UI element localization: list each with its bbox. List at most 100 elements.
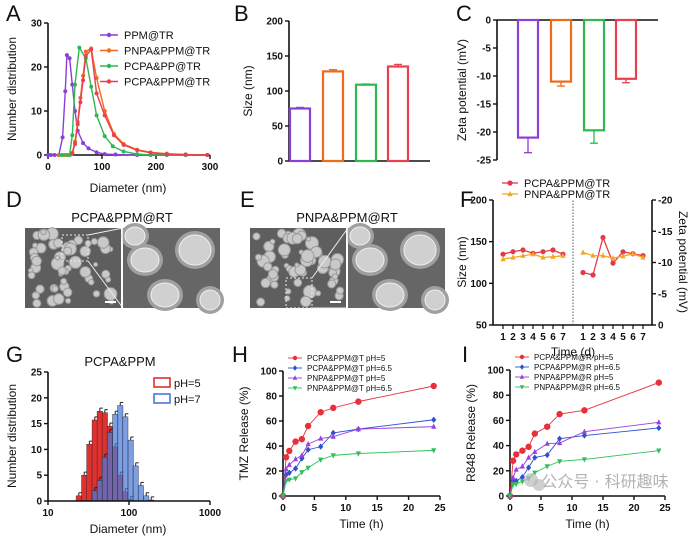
data-point: [121, 142, 126, 147]
nanoparticle: [32, 242, 38, 249]
nanoparticle-core: [199, 289, 221, 311]
data-point: [135, 152, 140, 157]
legend-label: PCPA&PPM@R pH=6.5: [534, 363, 621, 372]
series-1: pH=7: [91, 393, 201, 502]
data-point: [330, 404, 337, 412]
nanoparticle: [57, 266, 67, 276]
data-point: [580, 249, 586, 255]
data-point: [550, 253, 556, 259]
legend-label: PNPA&PPM@TR: [524, 189, 610, 201]
series-line: [282, 385, 434, 497]
x-tick-label: 7: [640, 332, 646, 343]
y-tick-label: 60: [266, 417, 278, 428]
bar: [549, 18, 573, 83]
x-tick-label: 1: [500, 332, 506, 343]
data-point: [305, 441, 311, 447]
bar-3: [386, 63, 410, 163]
data-point: [77, 45, 82, 50]
data-point: [519, 474, 525, 481]
data-point: [532, 454, 538, 461]
series-2: PNPA&PPM@R pH=5: [507, 373, 662, 499]
panel-label: B: [234, 1, 249, 26]
x-tick-label: 10: [42, 508, 54, 519]
data-point: [509, 457, 517, 464]
x-tick-label: 20: [403, 503, 415, 514]
data-point: [94, 150, 99, 155]
image-title: PCPA&PPM@RT: [71, 210, 173, 225]
y-tick-label: 200: [470, 196, 487, 207]
data-point: [526, 454, 532, 460]
data-point: [292, 438, 299, 445]
x-tick-label: 15: [372, 503, 384, 514]
y-axis: 0 20 40 60 80 100: [487, 366, 511, 503]
data-point: [292, 386, 298, 391]
data-point: [286, 469, 292, 476]
histogram-bar: [132, 465, 139, 502]
data-point: [544, 440, 550, 446]
panel-label: I: [462, 342, 468, 367]
data-point: [513, 466, 519, 472]
data-point: [640, 254, 646, 260]
y-tick-label: 100: [260, 367, 277, 378]
nanoparticle: [51, 285, 59, 293]
data-point: [292, 365, 298, 371]
x-tick-label: 25: [659, 503, 671, 514]
data-point: [67, 56, 72, 61]
y-tick-label: 0: [277, 157, 283, 168]
nanoparticle: [52, 293, 65, 305]
data-point: [73, 142, 77, 146]
x-tick-label: 3: [520, 332, 526, 343]
bar: [321, 70, 345, 163]
bar-1: [321, 69, 345, 163]
data-point: [102, 113, 107, 118]
x-tick-label: 0: [280, 503, 286, 514]
series-1: PNPA&PPM@TR: [500, 189, 646, 262]
data-point: [78, 100, 83, 105]
nanoparticle: [54, 255, 61, 261]
x-tick-label: 5: [620, 332, 626, 343]
x-axis-label: Diameter (nm): [90, 181, 167, 195]
data-point: [299, 452, 305, 458]
data-point: [110, 144, 115, 149]
nanoparticle: [31, 291, 40, 300]
y-tick-label: 50: [476, 321, 488, 332]
x-tick-label: 100: [94, 162, 111, 173]
watermark: 公众号 · 科研趣味: [541, 472, 668, 491]
series-3: PCPA&PPM@TR: [70, 47, 210, 157]
data-point: [89, 47, 94, 52]
y-tick-label: -15: [658, 227, 673, 238]
y-tick-label: -25: [477, 156, 492, 167]
y-tick-label: 0: [271, 492, 277, 503]
data-point: [581, 457, 587, 463]
data-point: [355, 426, 361, 432]
data-point: [557, 459, 563, 465]
y-tick-label: 0: [658, 321, 664, 332]
panel-label: D: [6, 187, 22, 212]
data-point: [520, 252, 526, 258]
image-title: PNPA&PPM@RT: [296, 210, 398, 225]
bar: [582, 18, 606, 132]
data-point: [510, 482, 516, 488]
y-axis-label: Size (nm): [241, 65, 255, 116]
x-tick-label: 5: [312, 503, 318, 514]
histogram-bar: [96, 480, 103, 502]
data-point: [507, 190, 513, 197]
nanoparticle: [32, 298, 42, 308]
legend-label: PCPA&PPM@T pH=5: [307, 354, 386, 363]
bar: [386, 65, 410, 163]
data-point: [540, 254, 546, 260]
legend-label: PNPA&PPM@R pH=6.5: [534, 383, 621, 392]
nanoparticle: [252, 232, 261, 241]
y-tick-label: -20: [658, 196, 673, 207]
data-point: [292, 476, 299, 482]
series-0: PCPA&PPM@R pH=5: [506, 353, 662, 500]
data-point: [317, 409, 324, 416]
nanoparticle-core: [424, 289, 446, 311]
nanoparticle: [90, 237, 98, 246]
x-tick-label: 100: [121, 508, 138, 519]
nanoparticle: [63, 246, 73, 256]
data-point: [581, 407, 588, 414]
data-point: [355, 451, 361, 457]
data-point: [86, 146, 91, 151]
data-point: [507, 493, 513, 500]
